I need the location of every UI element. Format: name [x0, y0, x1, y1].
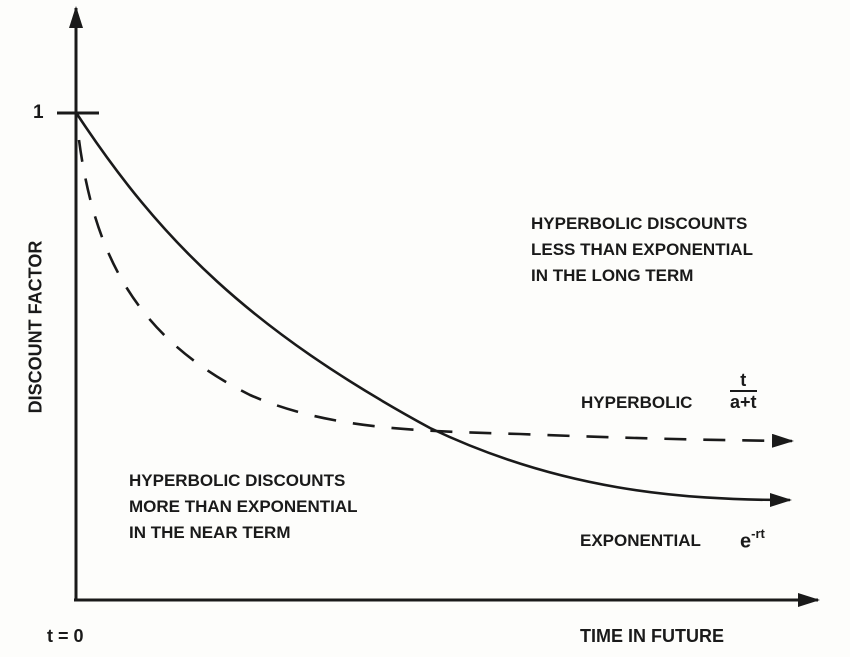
- formula-numerator: t: [730, 371, 757, 392]
- hyperbolic-curve: [77, 139, 794, 448]
- annotation-line: MORE THAN EXPONENTIAL: [129, 497, 358, 516]
- formula-exponent: -rt: [751, 526, 765, 541]
- hyperbolic-label: HYPERBOLIC: [581, 393, 693, 412]
- y-axis-label: DISCOUNT FACTOR: [25, 240, 46, 414]
- annotation-line: LESS THAN EXPONENTIAL: [531, 240, 753, 259]
- exponential-formula: e-rt: [740, 526, 765, 554]
- near-term-annotation: HYPERBOLIC DISCOUNTS MORE THAN EXPONENTI…: [129, 468, 358, 546]
- annotation-line: IN THE LONG TERM: [531, 266, 694, 285]
- y-tick-label: 1: [33, 102, 44, 123]
- exponential-curve: [75, 113, 792, 507]
- hyperbolic-formula: t a+t: [730, 371, 757, 411]
- annotation-line: HYPERBOLIC DISCOUNTS: [531, 214, 748, 233]
- x-axis-label: TIME IN FUTURE: [580, 626, 724, 646]
- exponential-label: EXPONENTIAL: [580, 531, 701, 550]
- x-origin-label: t = 0: [47, 626, 84, 646]
- formula-denominator: a+t: [730, 392, 757, 412]
- annotation-line: HYPERBOLIC DISCOUNTS: [129, 471, 346, 490]
- long-term-annotation: HYPERBOLIC DISCOUNTS LESS THAN EXPONENTI…: [531, 211, 753, 289]
- formula-base: e: [740, 530, 752, 553]
- annotation-line: IN THE NEAR TERM: [129, 523, 291, 542]
